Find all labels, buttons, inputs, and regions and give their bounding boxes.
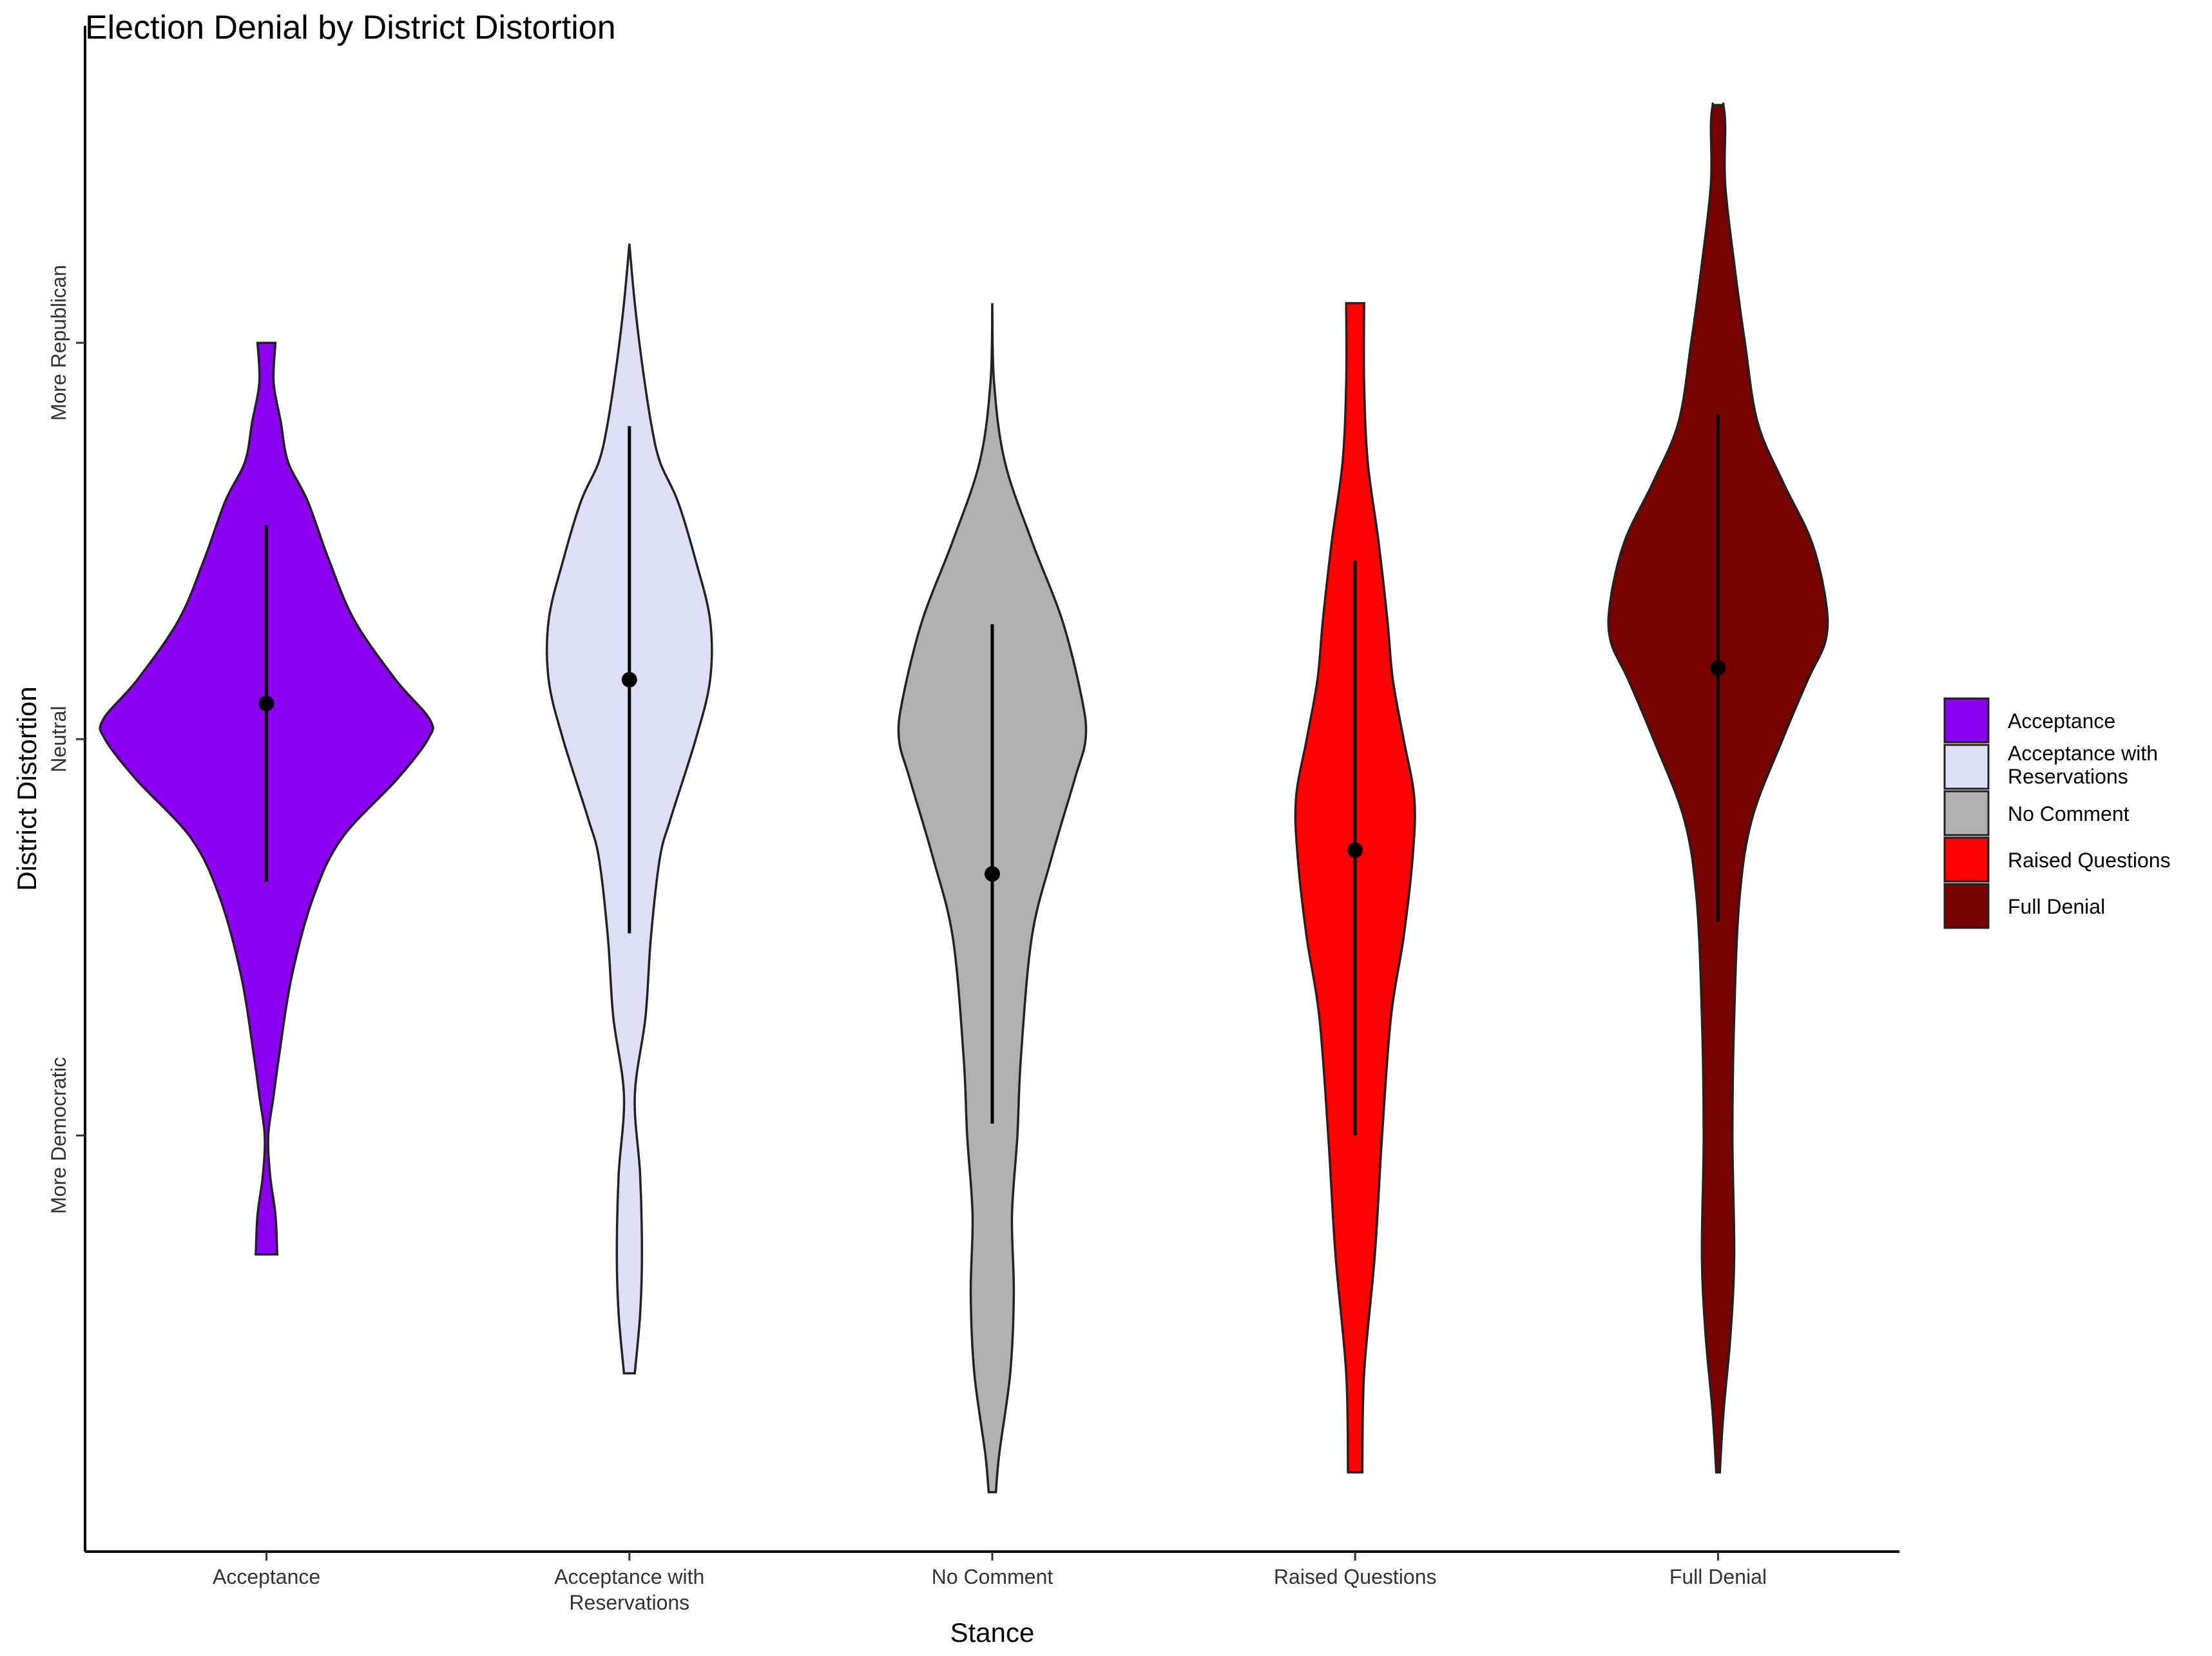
- x-axis-title: Stance: [950, 1617, 1035, 1648]
- y-tick-label-neutral: Neutral: [47, 706, 70, 773]
- x-tick-label-acceptance: Acceptance: [213, 1565, 320, 1588]
- legend-key-full-denial: [1943, 883, 1990, 929]
- y-tick-label-more-democratic: More Democratic: [47, 1057, 70, 1214]
- mean-point-acceptance-with-reservations: [621, 671, 637, 688]
- x-ticks: Acceptance Acceptance with Reservations No …: [213, 1552, 1767, 1614]
- legend-label-no-comment: No Comment: [2008, 802, 2130, 825]
- y-tick-label-more-republican: More Republican: [47, 265, 70, 421]
- y-axis-title: District Distortion: [12, 686, 42, 891]
- y-ticks: More Democratic Neutral More Republican: [47, 265, 85, 1214]
- x-tick-label-raised-questions: Raised Questions: [1274, 1565, 1437, 1588]
- legend-label-raised-questions: Raised Questions: [2008, 849, 2171, 872]
- legend-key-no-comment: [1943, 790, 1990, 836]
- legend-label-acceptance: Acceptance: [2008, 709, 2115, 733]
- legend: Acceptance Acceptance with Reservations No …: [1943, 697, 2171, 929]
- mean-point-raised-questions: [1347, 842, 1363, 858]
- x-tick-label-full-denial: Full Denial: [1669, 1565, 1767, 1588]
- x-tick-label-no-comment: No Comment: [932, 1565, 1053, 1588]
- mean-point-no-comment: [985, 866, 1000, 882]
- legend-key-acceptance: [1943, 697, 1990, 744]
- legend-label-full-denial: Full Denial: [2008, 895, 2105, 918]
- mean-point-full-denial: [1710, 660, 1726, 676]
- chart-title: Election Denial by District Distortion: [85, 9, 616, 46]
- x-tick-label-acceptance-with-reservations: Acceptance with Reservations: [554, 1565, 704, 1614]
- violin-layer: [99, 102, 1829, 1494]
- legend-key-acceptance-with-reservations: [1943, 744, 1990, 790]
- mean-point-acceptance: [258, 695, 274, 711]
- legend-key-raised-questions: [1943, 836, 1990, 883]
- legend-label-acceptance-with-reservations: Acceptance with Reservations: [2008, 742, 2158, 788]
